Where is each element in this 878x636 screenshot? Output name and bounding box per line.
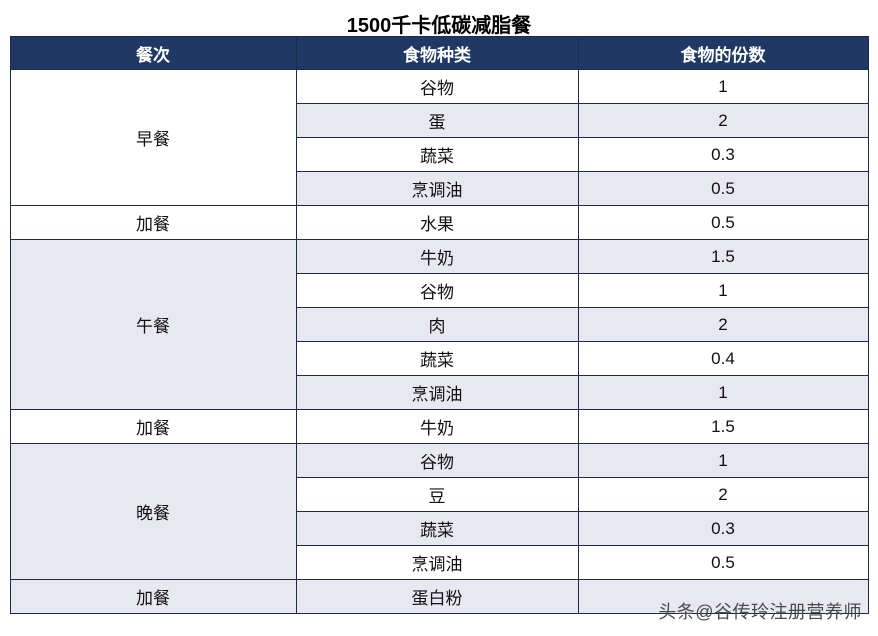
food-cell: 谷物 xyxy=(295,273,579,308)
food-cell: 豆 xyxy=(295,477,579,512)
meal-plan-table: 餐次 食物种类 食物的份数 早餐 谷物 1 蛋 2 蔬菜 0.3 烹调油 0.5… xyxy=(9,36,869,614)
portion-cell: 1 xyxy=(577,375,869,410)
portion-cell: 0.3 xyxy=(577,137,869,172)
table-row: 蛋 2 xyxy=(10,103,869,138)
meal-cell-snack-3: 加餐 xyxy=(9,579,297,614)
food-cell: 蔬菜 xyxy=(295,341,579,376)
food-cell: 谷物 xyxy=(295,443,579,478)
portion-cell: 1 xyxy=(577,69,869,104)
table-row: 蔬菜 0.3 xyxy=(10,511,869,546)
table-row: 蔬菜 0.4 xyxy=(10,341,869,376)
portion-cell: 1 xyxy=(577,273,869,308)
food-cell: 烹调油 xyxy=(295,171,579,206)
header-food-type: 食物种类 xyxy=(295,36,579,70)
watermark: 头条@谷传玲注册营养师 xyxy=(658,602,862,622)
food-cell: 牛奶 xyxy=(295,239,579,274)
header-portions: 食物的份数 xyxy=(577,36,869,70)
food-cell: 蛋白粉 xyxy=(295,579,579,614)
portion-cell: 0.3 xyxy=(577,511,869,546)
portion-cell: 1.5 xyxy=(577,239,869,274)
table-header-row: 餐次 食物种类 食物的份数 xyxy=(9,36,869,70)
table-row: 晚餐 谷物 1 xyxy=(9,443,869,580)
table-row: 早餐 谷物 1 xyxy=(9,69,869,206)
food-cell: 烹调油 xyxy=(295,375,579,410)
meal-cell-dinner: 晚餐 xyxy=(9,443,297,580)
table-row: 午餐 牛奶 1.5 xyxy=(9,239,869,410)
food-cell: 蛋 xyxy=(295,103,579,138)
food-cell: 水果 xyxy=(295,205,579,240)
meal-cell-lunch: 午餐 xyxy=(9,239,297,410)
portion-cell: 0.5 xyxy=(577,205,869,240)
meal-cell-snack-1: 加餐 xyxy=(9,205,297,240)
portion-cell: 0.5 xyxy=(577,171,869,206)
food-cell: 蔬菜 xyxy=(295,137,579,172)
portion-cell: 2 xyxy=(577,103,869,138)
table-row: 肉 2 xyxy=(10,307,869,342)
table-row: 加餐 蛋白粉 xyxy=(9,579,869,614)
food-cell: 肉 xyxy=(295,307,579,342)
table-row: 加餐 水果 0.5 xyxy=(9,205,869,240)
portion-cell: 2 xyxy=(577,477,869,512)
food-cell: 蔬菜 xyxy=(295,511,579,546)
portion-cell: 1.5 xyxy=(577,409,869,444)
portion-cell: 2 xyxy=(577,307,869,342)
portion-cell: 0.5 xyxy=(577,545,869,580)
meal-cell-snack-2: 加餐 xyxy=(9,409,297,444)
table-row: 烹调油 0.5 xyxy=(10,171,869,206)
portion-cell xyxy=(577,579,869,614)
table-row: 蔬菜 0.3 xyxy=(10,137,869,172)
meal-cell-breakfast: 早餐 xyxy=(9,69,297,206)
food-cell: 牛奶 xyxy=(295,409,579,444)
food-cell: 烹调油 xyxy=(295,545,579,580)
table-row: 烹调油 0.5 xyxy=(10,545,869,580)
page-title: 1500千卡低碳减脂餐 xyxy=(346,15,532,37)
table-row: 加餐 牛奶 1.5 xyxy=(9,409,869,444)
table-row: 烹调油 1 xyxy=(10,375,869,410)
header-meal: 餐次 xyxy=(9,36,297,70)
portion-cell: 1 xyxy=(577,443,869,478)
food-cell: 谷物 xyxy=(295,69,579,104)
table-row: 谷物 1 xyxy=(10,273,869,308)
portion-cell: 0.4 xyxy=(577,341,869,376)
table-row: 豆 2 xyxy=(10,477,869,512)
